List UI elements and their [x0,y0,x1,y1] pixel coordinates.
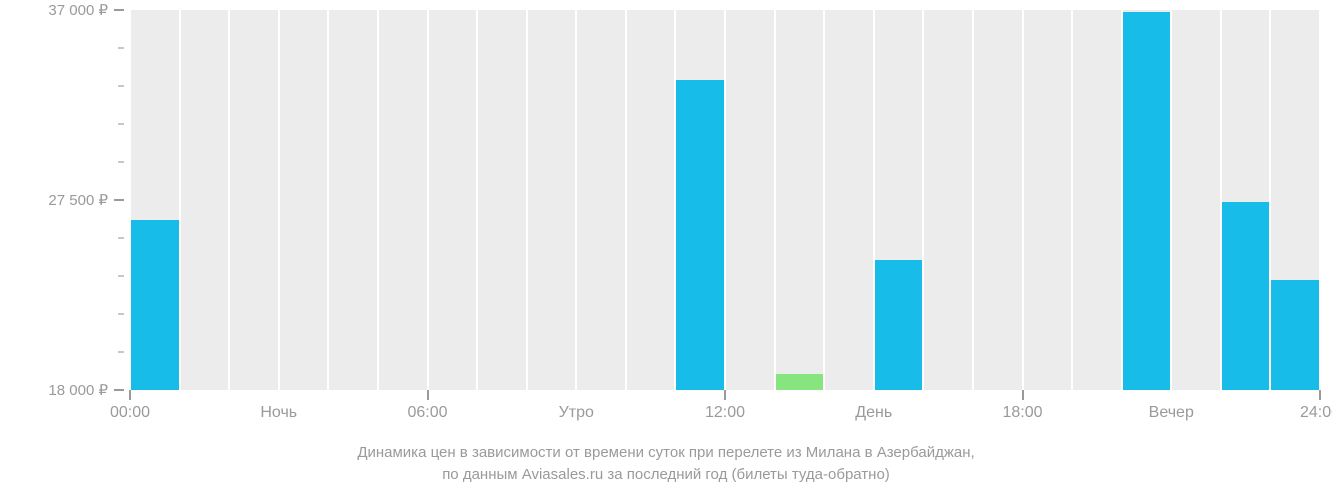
y-axis-minor-tick [118,123,124,125]
x-axis-time-label: 06:00 [407,404,447,422]
grid-line [972,10,974,390]
y-axis-label: 37 000 ₽ [48,1,108,19]
x-axis-tick [1319,390,1321,400]
grid-line [774,10,776,390]
price-bar [776,374,824,390]
grid-line [724,10,726,390]
x-axis-period-label: День [855,404,892,422]
chart-caption-line1: Динамика цен в зависимости от времени су… [0,442,1332,463]
y-axis-minor-tick [118,161,124,163]
grid-line [1170,10,1172,390]
x-axis-time-label: 18:00 [1002,404,1042,422]
grid-line [823,10,825,390]
price-bar [1271,280,1319,390]
grid-line [377,10,379,390]
x-axis-tick [427,390,429,400]
price-bar [875,260,923,390]
grid-line [1071,10,1073,390]
grid-line [922,10,924,390]
grid-line [1022,10,1024,390]
y-axis: 37 000 ₽27 500 ₽18 000 ₽ [0,10,130,390]
price-bar [1222,202,1270,390]
x-axis-period-label: Утро [559,404,594,422]
price-by-hour-chart: 37 000 ₽27 500 ₽18 000 ₽ 00:0006:0012:00… [0,0,1332,502]
x-axis-tick [1022,390,1024,400]
x-axis-tick [129,390,131,400]
y-axis-tick [114,199,124,201]
y-axis-minor-tick [118,313,124,315]
y-axis-minor-tick [118,351,124,353]
grid-line [575,10,577,390]
grid-line [526,10,528,390]
y-axis-label: 18 000 ₽ [48,381,108,399]
grid-line [1319,10,1321,390]
y-axis-minor-tick [118,47,124,49]
chart-caption-line2: по данным Aviasales.ru за последний год … [0,464,1332,485]
x-axis: 00:0006:0012:0018:0024:00НочьУтроДеньВеч… [130,390,1320,440]
x-axis-period-label: Вечер [1149,404,1194,422]
grid-line [179,10,181,390]
price-bar [131,220,179,390]
y-axis-tick [114,389,124,391]
x-axis-period-label: Ночь [260,404,297,422]
grid-line [278,10,280,390]
x-axis-time-label: 24:00 [1300,404,1332,422]
price-bar [1123,12,1171,390]
y-axis-minor-tick [118,275,124,277]
y-axis-minor-tick [118,85,124,87]
x-axis-time-label: 12:00 [705,404,745,422]
grid-line [625,10,627,390]
y-axis-minor-tick [118,237,124,239]
grid-line [327,10,329,390]
grid-line [228,10,230,390]
grid-line [476,10,478,390]
x-axis-tick [724,390,726,400]
y-axis-tick [114,9,124,11]
price-bar [676,80,724,390]
plot-area [130,10,1320,390]
grid-line [427,10,429,390]
x-axis-time-label: 00:00 [110,404,150,422]
y-axis-label: 27 500 ₽ [48,191,108,209]
